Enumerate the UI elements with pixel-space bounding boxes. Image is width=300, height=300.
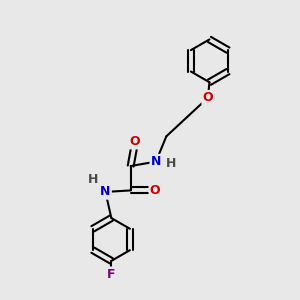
Text: O: O [202, 91, 213, 104]
Text: N: N [151, 155, 161, 168]
Text: H: H [166, 157, 176, 169]
Text: O: O [130, 135, 140, 148]
Text: F: F [107, 268, 116, 281]
Text: O: O [150, 184, 160, 197]
Text: H: H [88, 173, 98, 186]
Text: N: N [100, 185, 111, 198]
